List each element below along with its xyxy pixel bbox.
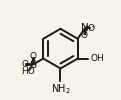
Text: OH: OH [90,54,104,63]
Text: O: O [30,52,37,61]
Text: O: O [81,31,88,40]
Text: O: O [88,24,95,33]
Text: NH$_2$: NH$_2$ [51,82,70,96]
Text: N: N [81,23,89,33]
Text: -: - [92,22,94,32]
Text: HO: HO [21,67,35,76]
Text: O: O [21,60,28,69]
Text: S: S [29,60,36,70]
Text: +: + [83,24,89,30]
